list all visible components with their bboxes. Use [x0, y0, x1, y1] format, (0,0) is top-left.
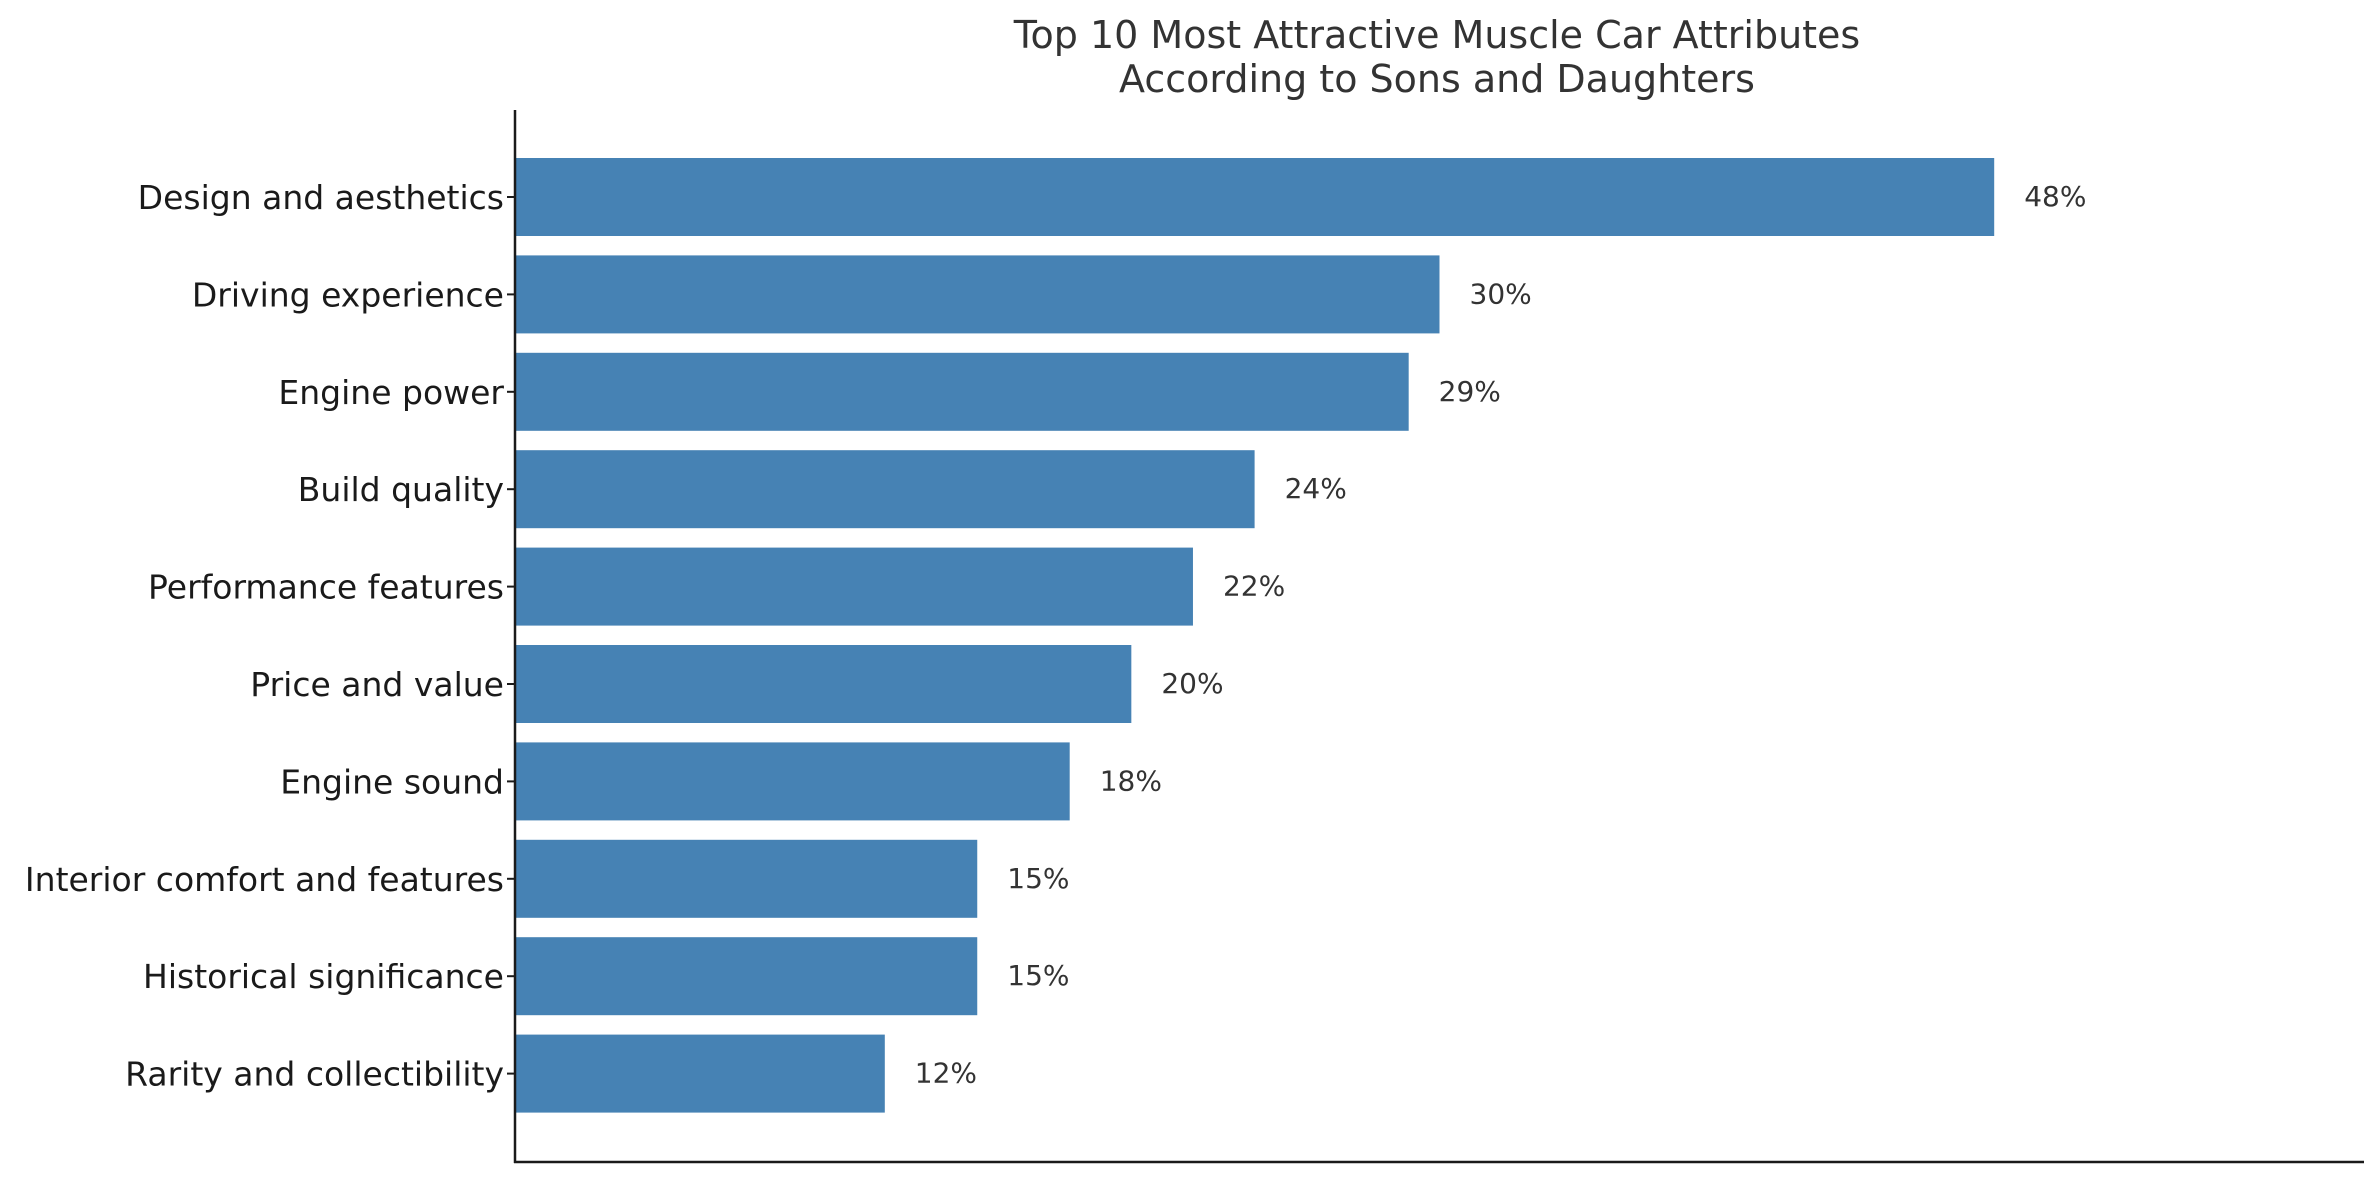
chart-title-line-2: According to Sons and Daughters — [1119, 57, 1755, 101]
bar — [515, 742, 1070, 821]
bar — [515, 255, 1440, 334]
bar-value-label: 30% — [1470, 277, 1532, 310]
bar — [515, 1034, 885, 1113]
bar — [515, 352, 1409, 431]
bar-value-label: 15% — [1007, 862, 1069, 895]
y-tick-label: Engine sound — [280, 762, 504, 801]
bar-value-label: 22% — [1223, 570, 1285, 603]
bar-value-label: 15% — [1007, 959, 1069, 992]
y-tick-label: Interior comfort and features — [25, 860, 504, 899]
y-tick-label: Driving experience — [192, 275, 504, 314]
y-tick-label: Design and aesthetics — [138, 178, 504, 217]
y-tick-label: Rarity and collectibility — [125, 1055, 504, 1094]
bar-value-label: 48% — [2024, 180, 2086, 213]
chart-title-line-1: Top 10 Most Attractive Muscle Car Attrib… — [1013, 13, 1860, 57]
y-tick-label: Build quality — [298, 470, 504, 509]
labels-layer: Design and aesthetics 48% Driving experien… — [25, 178, 2087, 1094]
bar-value-label: 12% — [915, 1057, 977, 1090]
bar — [515, 158, 1995, 236]
bar-value-label: 18% — [1100, 764, 1162, 797]
y-tick-label: Engine power — [278, 373, 504, 412]
bar-value-label: 20% — [1161, 667, 1223, 700]
bar — [515, 937, 978, 1016]
bar — [515, 450, 1255, 529]
bar — [515, 547, 1193, 626]
bar-value-label: 29% — [1439, 375, 1501, 408]
y-tick-label: Performance features — [148, 568, 504, 607]
y-tick-label: Historical significance — [143, 957, 504, 996]
bar — [515, 839, 978, 918]
y-tick-label: Price and value — [250, 665, 504, 704]
bar — [515, 645, 1132, 723]
bars-layer — [515, 158, 1995, 1113]
bar-value-label: 24% — [1285, 472, 1347, 505]
